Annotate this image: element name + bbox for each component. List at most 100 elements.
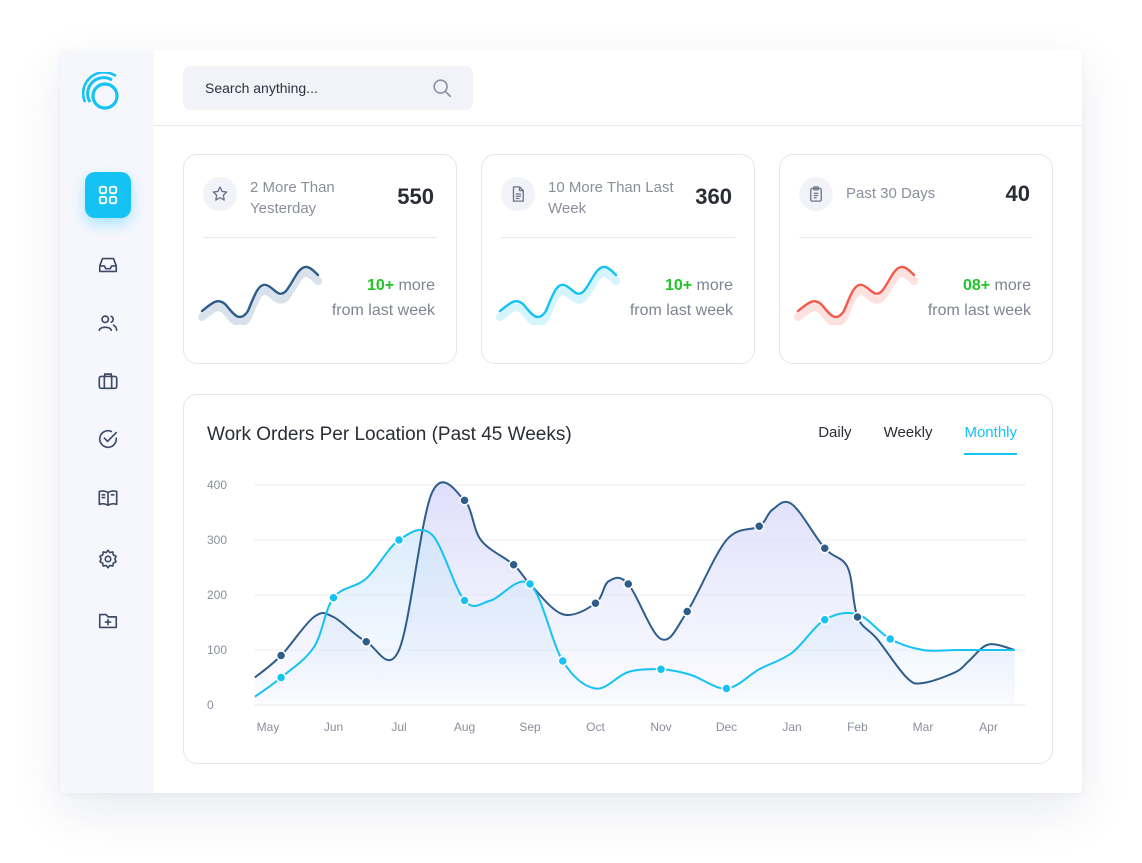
- card-label: Past 30 Days: [846, 185, 936, 202]
- x-tick-label: Feb: [847, 720, 868, 734]
- data-point[interactable]: [508, 559, 519, 570]
- data-point[interactable]: [852, 611, 863, 623]
- data-point[interactable]: [885, 633, 896, 645]
- data-point[interactable]: [524, 578, 536, 590]
- delta-subtext: from last week: [927, 302, 1031, 319]
- data-point[interactable]: [590, 598, 601, 609]
- data-point[interactable]: [754, 521, 765, 532]
- settings-icon: [99, 549, 117, 569]
- x-tick-label: Apr: [979, 720, 998, 734]
- sidebar-item-dashboard[interactable]: [85, 172, 131, 218]
- users-icon: [98, 315, 118, 332]
- sidebar-item-new-folder[interactable]: [85, 598, 131, 644]
- data-point[interactable]: [275, 672, 287, 683]
- card-label: 10 More Than Last Week: [548, 179, 674, 217]
- area-chart: 0 100 200 300 400 May Jun Jul Aug Sep Oct Nov Dec Jan…: [207, 478, 1026, 734]
- y-tick-label: 300: [207, 533, 227, 547]
- sidebar-item-users[interactable]: [85, 300, 131, 346]
- chart-card: Work Orders Per Location (Past 45 Weeks)…: [183, 394, 1053, 764]
- sidebar-item-briefcase[interactable]: [85, 358, 131, 404]
- period-tabs: Daily Weekly Monthly: [786, 424, 1017, 455]
- data-point[interactable]: [393, 534, 405, 546]
- sparkline: [794, 265, 918, 325]
- grid-icon: [98, 185, 118, 205]
- series-area: [254, 529, 1015, 705]
- data-point[interactable]: [557, 655, 568, 667]
- sparkline: [198, 265, 322, 325]
- data-point[interactable]: [459, 595, 470, 606]
- data-point[interactable]: [819, 543, 830, 554]
- x-tick-label: Sep: [519, 720, 541, 734]
- inbox-icon: [98, 257, 118, 273]
- search-icon[interactable]: [431, 77, 453, 99]
- series-line: [254, 481, 1015, 685]
- series-line: [254, 528, 1015, 698]
- card-icon-wrapper: [799, 177, 833, 211]
- delta-number: 08+: [962, 277, 991, 294]
- data-point[interactable]: [328, 592, 339, 603]
- card-value: 360: [695, 184, 732, 209]
- stat-card: Past 30 Days 40 08+ more from last week: [779, 154, 1053, 364]
- sidebar-item-tasks[interactable]: [85, 416, 131, 462]
- folder-plus-icon: [98, 613, 118, 629]
- delta-subtext: from last week: [629, 302, 733, 319]
- card-delta: 10+ more from last week: [332, 273, 435, 323]
- briefcase-icon: [98, 373, 118, 390]
- tab-daily[interactable]: Daily: [818, 424, 852, 441]
- data-point[interactable]: [623, 578, 634, 590]
- card-value: 550: [397, 184, 434, 209]
- search-input[interactable]: [203, 79, 427, 97]
- x-tick-label: Jul: [391, 720, 406, 734]
- y-tick-label: 400: [207, 478, 227, 492]
- x-tick-label: May: [257, 720, 280, 734]
- tab-weekly[interactable]: Weekly: [883, 424, 933, 441]
- delta-text: more: [990, 277, 1031, 294]
- star-icon: [212, 186, 228, 201]
- search-bar: [183, 66, 473, 110]
- app-window: 2 More Than Yesterday 550 10+ more from …: [60, 50, 1082, 793]
- top-bar: [154, 50, 1082, 126]
- tab-monthly[interactable]: Monthly: [964, 424, 1017, 455]
- delta-subtext: from last week: [331, 302, 435, 319]
- sparkline: [496, 265, 620, 325]
- card-icon-wrapper: [203, 177, 237, 211]
- book-icon: [98, 490, 118, 507]
- stat-card: 2 More Than Yesterday 550 10+ more from …: [183, 154, 457, 364]
- delta-text: more: [394, 277, 435, 294]
- data-point[interactable]: [721, 683, 732, 694]
- file-icon: [512, 186, 524, 202]
- card-delta: 10+ more from last week: [630, 273, 733, 323]
- sidebar-item-inbox[interactable]: [85, 242, 131, 288]
- card-divider: [203, 237, 437, 238]
- data-point[interactable]: [655, 664, 667, 675]
- y-tick-label: 100: [207, 643, 227, 657]
- data-point[interactable]: [459, 495, 470, 506]
- card-icon-wrapper: [501, 177, 535, 211]
- check-circle-icon: [98, 430, 118, 448]
- delta-number: 10+: [366, 277, 395, 294]
- stat-card: 10 More Than Last Week 360 10+ more from…: [481, 154, 755, 364]
- x-tick-label: Nov: [650, 720, 671, 734]
- card-divider: [799, 237, 1033, 238]
- x-tick-label: Aug: [454, 720, 475, 734]
- y-tick-label: 200: [207, 588, 227, 602]
- x-tick-label: Jun: [324, 720, 343, 734]
- data-point[interactable]: [681, 606, 693, 617]
- card-divider: [501, 237, 735, 238]
- data-point[interactable]: [275, 650, 287, 661]
- x-tick-label: Jan: [782, 720, 801, 734]
- data-point[interactable]: [361, 636, 372, 647]
- clipboard-icon: [810, 186, 822, 202]
- card-value: 40: [1005, 181, 1030, 206]
- x-tick-label: Mar: [913, 720, 934, 734]
- delta-text: more: [692, 277, 733, 294]
- data-point[interactable]: [819, 614, 830, 625]
- x-tick-label: Dec: [716, 720, 737, 734]
- sidebar-item-settings[interactable]: [85, 536, 131, 582]
- delta-number: 10+: [664, 277, 693, 294]
- logo-icon[interactable]: [82, 72, 128, 118]
- chart-title: Work Orders Per Location (Past 45 Weeks): [207, 424, 572, 445]
- sidebar-item-book[interactable]: [85, 475, 131, 521]
- x-tick-label: Oct: [586, 720, 605, 734]
- card-delta: 08+ more from last week: [928, 273, 1031, 323]
